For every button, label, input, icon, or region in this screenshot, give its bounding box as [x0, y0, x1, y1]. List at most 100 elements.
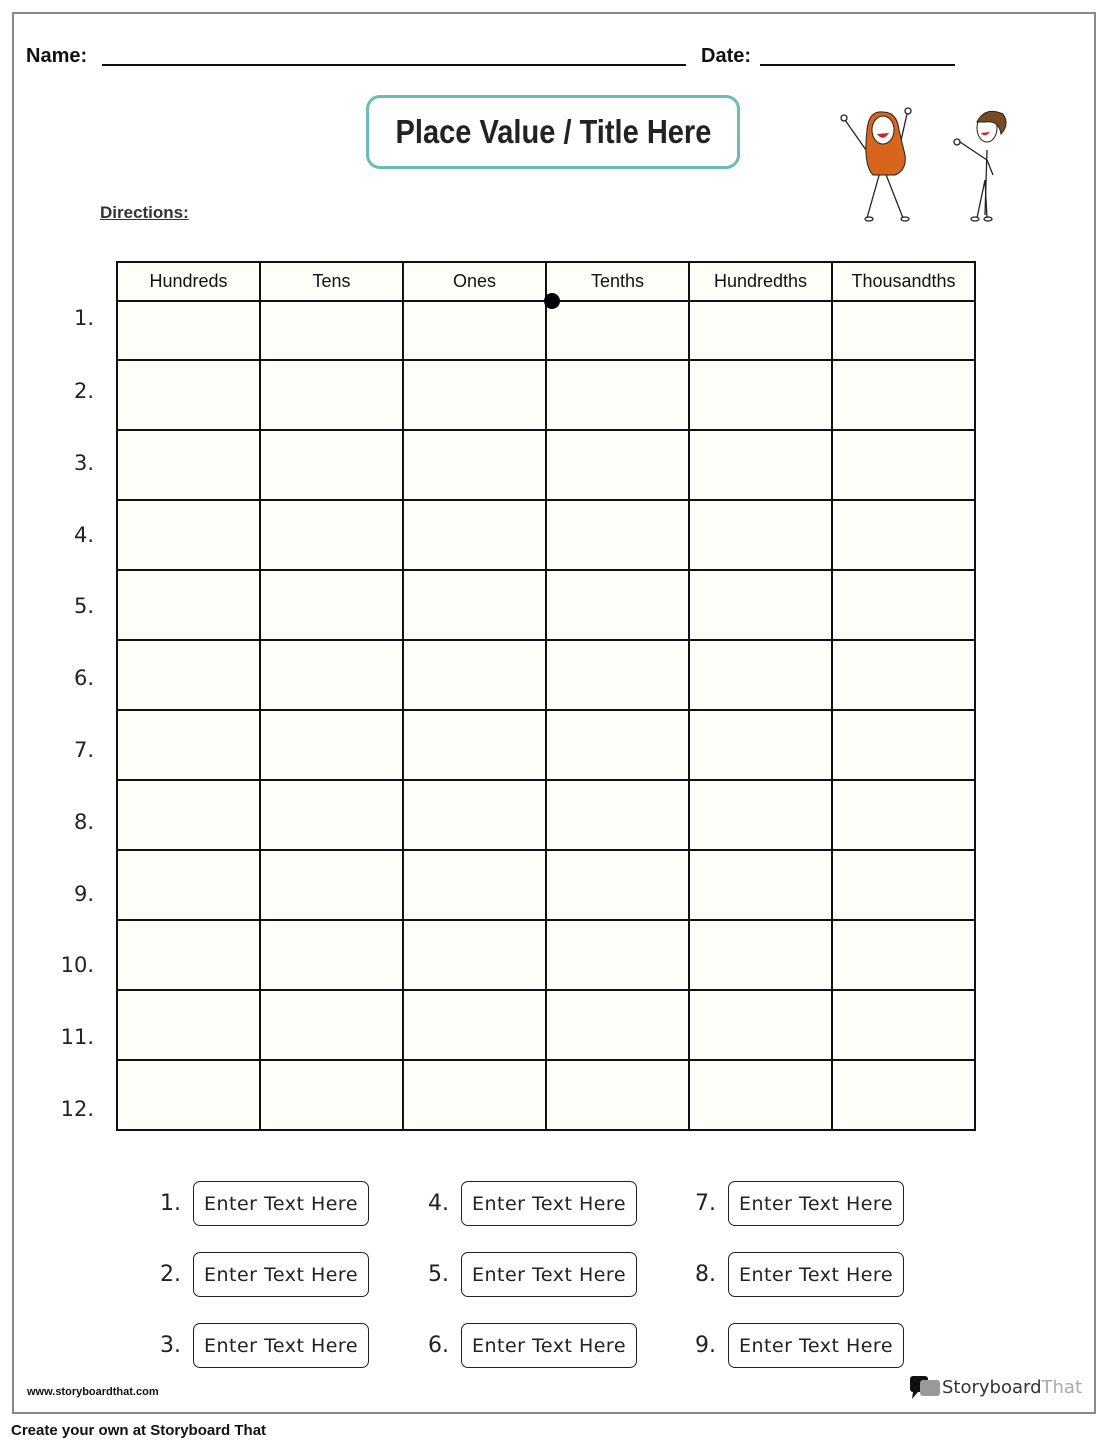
table-cell[interactable]	[688, 429, 833, 501]
table-row	[116, 989, 976, 1061]
column-header: Hundreds	[116, 261, 261, 302]
table-cell[interactable]	[116, 989, 261, 1061]
table-cell[interactable]	[259, 639, 404, 711]
table-cell[interactable]	[688, 1059, 833, 1131]
answer-number: 6.	[428, 1333, 449, 1358]
worksheet-title[interactable]: Place Value / Title Here	[366, 95, 740, 169]
table-cell[interactable]	[116, 1059, 261, 1131]
table-cell[interactable]	[402, 1059, 547, 1131]
table-cell[interactable]	[688, 709, 833, 781]
date-label: Date:	[701, 45, 752, 67]
table-cell[interactable]	[688, 499, 833, 571]
table-cell[interactable]	[116, 429, 261, 501]
table-cell[interactable]	[402, 639, 547, 711]
table-cell[interactable]	[688, 779, 833, 851]
table-cell[interactable]	[116, 569, 261, 641]
table-cell[interactable]	[688, 919, 833, 991]
answer-text-box[interactable]: Enter Text Here	[193, 1323, 369, 1368]
table-cell[interactable]	[831, 569, 976, 641]
name-label: Name:	[26, 45, 88, 67]
table-cell[interactable]	[545, 499, 690, 571]
table-cell[interactable]	[545, 989, 690, 1061]
table-cell[interactable]	[259, 849, 404, 921]
table-cell[interactable]	[259, 499, 404, 571]
table-cell[interactable]	[116, 779, 261, 851]
table-cell[interactable]	[116, 639, 261, 711]
table-cell[interactable]	[688, 359, 833, 431]
row-number: 5.	[73, 594, 94, 619]
table-cell[interactable]	[688, 639, 833, 711]
table-cell[interactable]	[402, 849, 547, 921]
table-cell[interactable]	[831, 429, 976, 501]
table-cell[interactable]	[116, 359, 261, 431]
table-cell[interactable]	[259, 919, 404, 991]
table-cell[interactable]	[831, 359, 976, 431]
table-cell[interactable]	[545, 849, 690, 921]
answer-text-box[interactable]: Enter Text Here	[728, 1252, 904, 1297]
table-cell[interactable]	[831, 989, 976, 1061]
table-cell[interactable]	[831, 1059, 976, 1131]
table-cell[interactable]	[402, 499, 547, 571]
table-cell[interactable]	[259, 429, 404, 501]
row-number: 4.	[73, 522, 94, 547]
name-field[interactable]	[102, 64, 686, 66]
table-cell[interactable]	[831, 849, 976, 921]
table-cell[interactable]	[831, 499, 976, 571]
table-cell[interactable]	[402, 359, 547, 431]
footer-url[interactable]: www.storyboardthat.com	[27, 1386, 159, 1398]
date-field[interactable]	[760, 64, 955, 66]
table-cell[interactable]	[402, 569, 547, 641]
answer-text-box[interactable]: Enter Text Here	[461, 1181, 637, 1226]
table-cell[interactable]	[831, 919, 976, 991]
storyboardthat-logo[interactable]: Storyboard That	[910, 1374, 1082, 1400]
table-cell[interactable]	[259, 989, 404, 1061]
table-cell[interactable]	[831, 300, 976, 361]
answer-number: 3.	[160, 1333, 181, 1358]
table-cell[interactable]	[545, 639, 690, 711]
table-cell[interactable]	[545, 429, 690, 501]
create-your-own-link[interactable]: Create your own at Storyboard That	[11, 1422, 267, 1439]
answer-text-box[interactable]: Enter Text Here	[728, 1181, 904, 1226]
table-cell[interactable]	[402, 989, 547, 1061]
table-cell[interactable]	[688, 849, 833, 921]
table-cell[interactable]	[545, 1059, 690, 1131]
table-cell[interactable]	[402, 300, 547, 361]
table-cell[interactable]	[545, 300, 690, 361]
table-cell[interactable]	[545, 709, 690, 781]
table-cell[interactable]	[402, 919, 547, 991]
column-header: Tens	[259, 261, 404, 302]
table-cell[interactable]	[116, 919, 261, 991]
table-cell[interactable]	[116, 849, 261, 921]
table-cell[interactable]	[545, 779, 690, 851]
table-row	[116, 1059, 976, 1131]
table-cell[interactable]	[402, 779, 547, 851]
table-cell[interactable]	[402, 429, 547, 501]
answer-number: 5.	[428, 1262, 449, 1287]
answer-text-box[interactable]: Enter Text Here	[461, 1252, 637, 1297]
table-cell[interactable]	[116, 300, 261, 361]
table-cell[interactable]	[831, 639, 976, 711]
table-cell[interactable]	[259, 359, 404, 431]
table-cell[interactable]	[259, 779, 404, 851]
table-cell[interactable]	[259, 569, 404, 641]
answer-text-box[interactable]: Enter Text Here	[728, 1323, 904, 1368]
table-row	[116, 359, 976, 431]
answer-text-box[interactable]: Enter Text Here	[193, 1181, 369, 1226]
table-cell[interactable]	[259, 1059, 404, 1131]
table-cell[interactable]	[259, 300, 404, 361]
table-cell[interactable]	[116, 499, 261, 571]
answer-text-box[interactable]: Enter Text Here	[461, 1323, 637, 1368]
table-cell[interactable]	[688, 300, 833, 361]
table-cell[interactable]	[402, 709, 547, 781]
table-cell[interactable]	[688, 989, 833, 1061]
table-cell[interactable]	[116, 709, 261, 781]
table-cell[interactable]	[688, 569, 833, 641]
row-number: 2.	[73, 379, 94, 403]
table-cell[interactable]	[545, 919, 690, 991]
answer-text-box[interactable]: Enter Text Here	[193, 1252, 369, 1297]
table-cell[interactable]	[259, 709, 404, 781]
table-cell[interactable]	[831, 709, 976, 781]
table-cell[interactable]	[545, 569, 690, 641]
table-cell[interactable]	[831, 779, 976, 851]
table-cell[interactable]	[545, 359, 690, 431]
